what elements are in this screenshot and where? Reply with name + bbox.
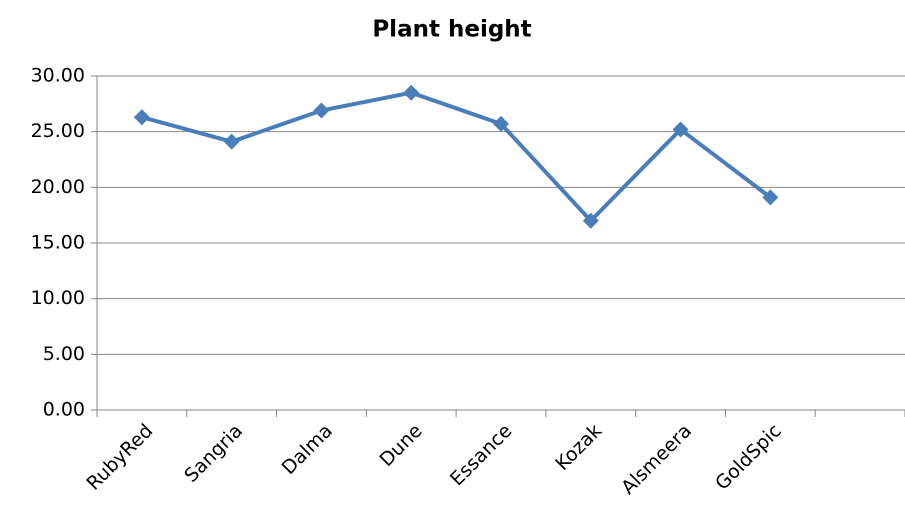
x-tick-label: Sangria [180, 420, 247, 487]
data-line [141, 90, 772, 223]
data-point [223, 133, 240, 150]
y-tick-label: 30.00 [31, 65, 85, 87]
data-point [672, 121, 689, 138]
data-point [313, 102, 330, 119]
x-tick-label: Kozak [551, 420, 606, 475]
x-tick-label: RubyRed [83, 420, 158, 495]
data-point [133, 109, 150, 126]
data-point [762, 189, 779, 206]
y-tick-label: 20.00 [31, 176, 85, 198]
data-point [403, 84, 420, 101]
y-tick-label: 15.00 [31, 232, 85, 254]
x-tick-label: GoldSpic [711, 420, 786, 495]
y-tick-label: 25.00 [31, 120, 85, 142]
y-tick-label: 0.00 [43, 399, 85, 421]
chart-title: Plant height [372, 17, 531, 43]
y-tick-label: 10.00 [31, 287, 85, 309]
y-tick-label: 5.00 [43, 343, 85, 365]
data-point [582, 212, 599, 229]
x-tick-label: Dune [375, 420, 426, 471]
data-point [493, 115, 509, 132]
x-tick-label: Essance [446, 420, 516, 490]
x-tick-label: Dalma [278, 420, 337, 479]
x-tick-label: Alsmeera [617, 420, 696, 499]
